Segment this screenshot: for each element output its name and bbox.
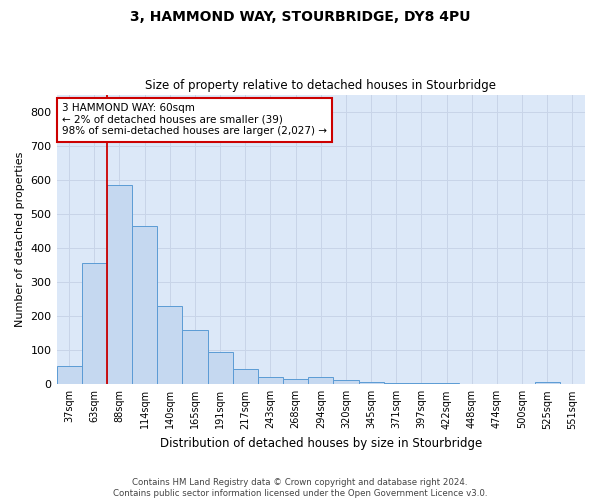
Text: Contains HM Land Registry data © Crown copyright and database right 2024.
Contai: Contains HM Land Registry data © Crown c… xyxy=(113,478,487,498)
Bar xyxy=(283,378,308,384)
Bar xyxy=(233,369,258,384)
Bar xyxy=(409,383,434,384)
Bar xyxy=(157,306,182,384)
Bar xyxy=(56,366,82,384)
Bar xyxy=(82,264,107,384)
Bar xyxy=(308,378,334,384)
Title: Size of property relative to detached houses in Stourbridge: Size of property relative to detached ho… xyxy=(145,79,496,92)
Text: 3 HAMMOND WAY: 60sqm
← 2% of detached houses are smaller (39)
98% of semi-detach: 3 HAMMOND WAY: 60sqm ← 2% of detached ho… xyxy=(62,103,327,136)
Bar xyxy=(208,352,233,384)
Bar xyxy=(535,382,560,384)
Bar xyxy=(182,330,208,384)
Bar xyxy=(258,378,283,384)
Text: 3, HAMMOND WAY, STOURBRIDGE, DY8 4PU: 3, HAMMOND WAY, STOURBRIDGE, DY8 4PU xyxy=(130,10,470,24)
Bar xyxy=(132,226,157,384)
Bar xyxy=(334,380,359,384)
Y-axis label: Number of detached properties: Number of detached properties xyxy=(15,152,25,327)
Bar xyxy=(359,382,383,384)
X-axis label: Distribution of detached houses by size in Stourbridge: Distribution of detached houses by size … xyxy=(160,437,482,450)
Bar xyxy=(107,185,132,384)
Bar xyxy=(383,382,409,384)
